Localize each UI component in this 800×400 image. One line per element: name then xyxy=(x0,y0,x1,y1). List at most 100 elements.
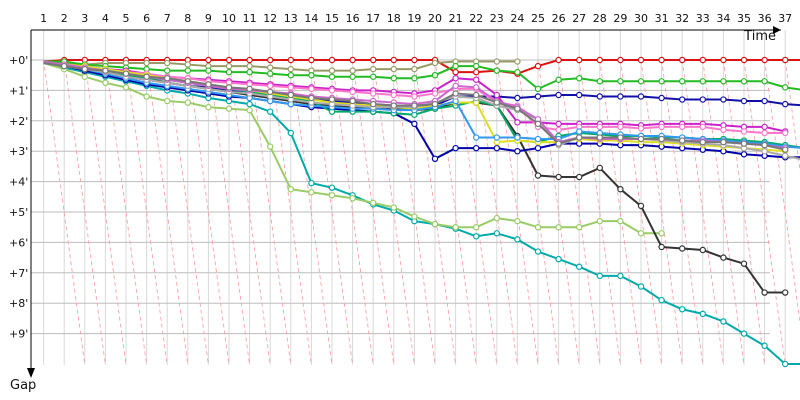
data-point xyxy=(328,67,336,74)
data-point xyxy=(452,75,459,82)
pit-stop-guide xyxy=(228,59,271,366)
data-point xyxy=(699,246,707,254)
data-point xyxy=(349,73,356,80)
y-tick-label: +2' xyxy=(9,115,28,128)
data-point xyxy=(658,56,665,64)
data-point xyxy=(287,71,294,79)
data-point xyxy=(328,192,336,199)
data-point xyxy=(740,78,748,85)
data-point xyxy=(576,128,583,135)
pit-stop-guide xyxy=(63,59,106,366)
data-point xyxy=(761,56,768,64)
data-point xyxy=(493,91,500,99)
data-point xyxy=(370,100,377,108)
pit-stop-guide xyxy=(84,59,127,366)
pit-stop-guide xyxy=(455,59,498,366)
data-point xyxy=(452,223,459,231)
data-point xyxy=(761,129,768,137)
data-point xyxy=(205,81,212,88)
data-point xyxy=(514,119,521,126)
data-point xyxy=(720,318,727,325)
data-point xyxy=(534,144,542,152)
data-point xyxy=(267,70,274,77)
pit-stop-guide xyxy=(681,59,724,366)
data-point xyxy=(720,96,727,103)
x-tick-label: 30 xyxy=(634,12,648,25)
data-point xyxy=(411,65,418,73)
x-tick-label: 13 xyxy=(284,12,298,25)
data-point xyxy=(679,96,686,103)
x-tick-label: 23 xyxy=(490,12,504,25)
series-line-3 xyxy=(43,58,800,93)
data-point xyxy=(267,64,274,71)
data-point xyxy=(740,97,748,105)
data-point xyxy=(60,62,68,70)
data-point xyxy=(576,263,583,270)
data-point xyxy=(534,248,542,255)
data-point xyxy=(761,289,768,296)
data-point xyxy=(596,134,604,141)
data-point xyxy=(534,93,542,100)
series-path xyxy=(43,59,800,75)
pit-stop-guide xyxy=(723,59,765,366)
x-tick-label: 12 xyxy=(263,12,277,25)
x-tick-label: 34 xyxy=(716,12,730,25)
data-point xyxy=(576,173,583,181)
data-point xyxy=(411,75,418,82)
data-point xyxy=(473,134,480,141)
data-point xyxy=(576,91,583,99)
data-point xyxy=(761,97,768,105)
data-point xyxy=(205,56,212,64)
data-point xyxy=(184,67,191,74)
data-point xyxy=(720,56,727,64)
data-point xyxy=(555,76,562,83)
pit-stop-guide xyxy=(311,59,353,366)
data-point xyxy=(246,68,253,76)
pit-stop-guide xyxy=(661,59,704,366)
series-path xyxy=(43,60,518,72)
x-tick-label: 27 xyxy=(572,12,586,25)
y-tick-label: +6' xyxy=(9,236,28,249)
data-point xyxy=(328,96,336,103)
data-point xyxy=(617,272,624,280)
data-point xyxy=(617,56,624,64)
data-point xyxy=(555,91,562,99)
series-line-16 xyxy=(43,62,789,153)
data-point xyxy=(617,93,624,100)
x-tick-label: 29 xyxy=(613,12,627,25)
data-point xyxy=(637,283,645,290)
data-point xyxy=(534,62,542,70)
data-point xyxy=(452,144,459,152)
data-point xyxy=(782,289,789,296)
data-point xyxy=(473,144,480,152)
data-point xyxy=(699,78,707,85)
data-point xyxy=(493,67,500,74)
x-tick-label: 22 xyxy=(469,12,483,25)
data-point xyxy=(308,94,315,102)
data-point xyxy=(658,296,665,304)
data-point xyxy=(514,236,521,243)
pit-stop-guide xyxy=(290,59,333,366)
data-point xyxy=(349,56,356,64)
data-point xyxy=(740,151,748,158)
x-tick-label: 8 xyxy=(184,12,191,25)
data-point xyxy=(596,78,604,85)
data-point xyxy=(225,56,233,64)
data-point xyxy=(431,100,439,108)
data-point xyxy=(349,88,356,96)
data-point xyxy=(473,68,480,76)
data-point xyxy=(493,58,500,65)
data-point xyxy=(720,126,727,134)
data-point xyxy=(679,306,686,313)
data-point xyxy=(390,102,397,109)
data-point xyxy=(328,73,336,80)
x-tick-label: 19 xyxy=(407,12,421,25)
data-point xyxy=(267,56,274,64)
data-point xyxy=(287,185,294,193)
data-point xyxy=(287,56,294,64)
data-point xyxy=(370,90,377,97)
data-point xyxy=(699,56,707,64)
data-point xyxy=(761,141,768,149)
data-point xyxy=(555,120,562,128)
x-tick-label: 17 xyxy=(366,12,380,25)
